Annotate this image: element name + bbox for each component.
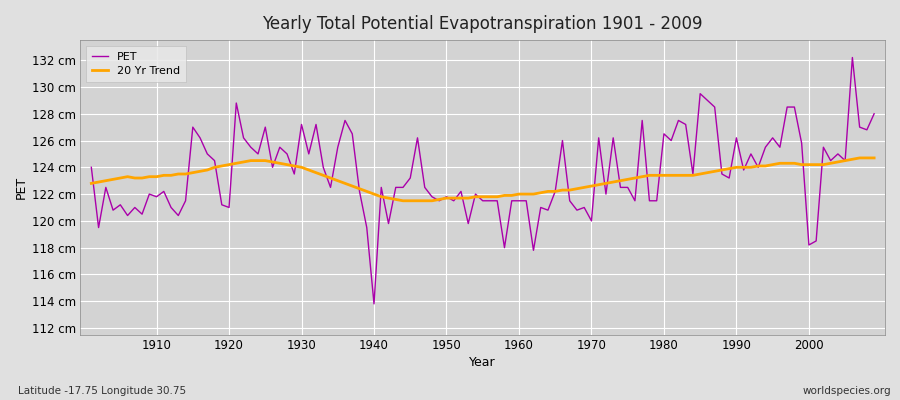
20 Yr Trend	[346, 184, 357, 188]
PET	[847, 55, 858, 60]
20 Yr Trend	[521, 192, 532, 196]
20 Yr Trend	[608, 180, 618, 184]
Title: Yearly Total Potential Evapotranspiration 1901 - 2009: Yearly Total Potential Evapotranspiratio…	[263, 15, 703, 33]
20 Yr Trend	[86, 181, 96, 186]
PET	[86, 165, 96, 170]
PET	[608, 136, 618, 140]
Text: worldspecies.org: worldspecies.org	[803, 386, 891, 396]
PET	[521, 198, 532, 203]
20 Yr Trend	[514, 192, 525, 196]
20 Yr Trend	[868, 156, 879, 160]
PET	[868, 111, 879, 116]
PET	[369, 302, 380, 306]
X-axis label: Year: Year	[470, 356, 496, 369]
Line: 20 Yr Trend: 20 Yr Trend	[91, 158, 874, 201]
PET	[303, 152, 314, 156]
Legend: PET, 20 Yr Trend: PET, 20 Yr Trend	[86, 46, 185, 82]
PET	[144, 192, 155, 196]
PET	[346, 132, 357, 136]
20 Yr Trend	[854, 156, 865, 160]
20 Yr Trend	[398, 198, 409, 203]
20 Yr Trend	[303, 168, 314, 172]
Text: Latitude -17.75 Longitude 30.75: Latitude -17.75 Longitude 30.75	[18, 386, 186, 396]
20 Yr Trend	[144, 174, 155, 179]
Y-axis label: PET: PET	[15, 176, 28, 199]
PET	[514, 198, 525, 203]
Line: PET: PET	[91, 58, 874, 304]
